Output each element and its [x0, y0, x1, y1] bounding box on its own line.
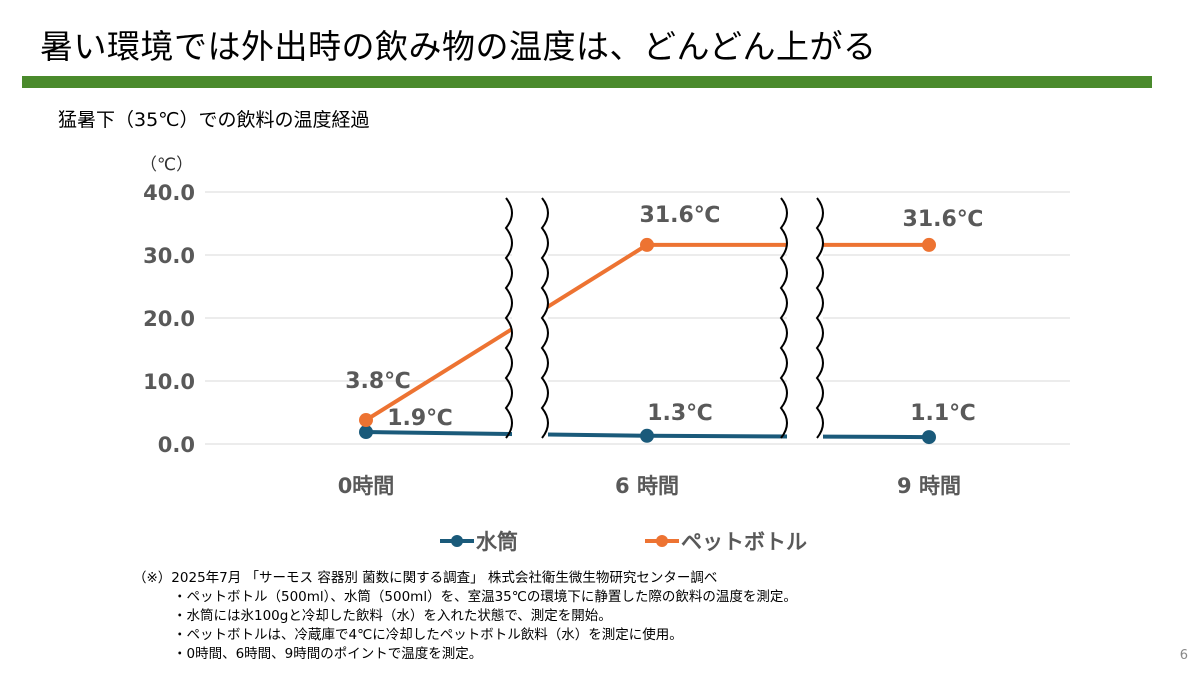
data-point: [922, 430, 936, 445]
slide-title: 暑い環境では外出時の飲み物の温度は、どんどん上がる: [40, 27, 877, 66]
x-tick-label: 9 時間: [897, 474, 961, 498]
footnote-note: ・0時間、6時間、9時間のポイントで温度を測定。: [173, 646, 483, 662]
y-tick-label: 10.0: [143, 370, 195, 394]
series-line-pet-bottle: [364, 242, 929, 422]
data-label: 1.1℃: [910, 401, 976, 426]
data-label: 31.6℃: [903, 207, 984, 232]
y-tick-label: 40.0: [143, 181, 195, 205]
axis-break-wave: [504, 197, 513, 439]
data-point: [359, 425, 373, 440]
legend-marker: [451, 535, 463, 547]
y-tick-label: 0.0: [158, 433, 195, 457]
data-label: 1.9℃: [387, 406, 453, 431]
y-tick-label: 20.0: [143, 307, 195, 331]
data-label: 3.8℃: [345, 369, 411, 394]
footnotes: （※）2025年7月 「サーモス 容器別 菌数に関する調査」 株式会社衛生微生物…: [133, 569, 797, 664]
axis-break-wave: [540, 197, 549, 439]
footnote-note: ・水筒には氷100gと冷却した飲料（水）を入れた状態で、測定を開始。: [173, 608, 612, 624]
page-number: 6: [1179, 648, 1188, 663]
data-label: 31.6℃: [640, 203, 721, 228]
y-tick-label: 30.0: [143, 244, 195, 268]
legend-label: 水筒: [476, 530, 518, 554]
axis-break-wave: [815, 197, 824, 439]
title-underline-bar: [22, 76, 1152, 88]
legend-label: ペットボトル: [681, 530, 807, 554]
footnote-note: ・ペットボトル（500ml）、水筒（500ml）を、室温35℃の環境下に静置した…: [173, 589, 797, 605]
data-point: [640, 237, 654, 252]
footnote-note: ・ペットボトルは、冷蔵庫で4℃に冷却したペットボトル飲料（水）を測定に使用。: [173, 627, 683, 643]
data-point: [640, 428, 654, 443]
x-tick-label: 6 時間: [615, 474, 679, 498]
legend-marker: [656, 535, 668, 547]
y-axis-unit-label: （℃）: [140, 155, 194, 175]
axis-break-wave: [779, 197, 788, 439]
footnote-source: （※）2025年7月 「サーモス 容器別 菌数に関する調査」 株式会社衛生微生物…: [133, 570, 718, 586]
data-point: [922, 237, 936, 252]
data-point: [359, 413, 373, 428]
data-label: 1.3℃: [647, 401, 713, 426]
x-tick-label: 0時間: [338, 474, 395, 498]
chart-subtitle: 猛暑下（35℃）での飲料の温度経過: [58, 109, 370, 131]
